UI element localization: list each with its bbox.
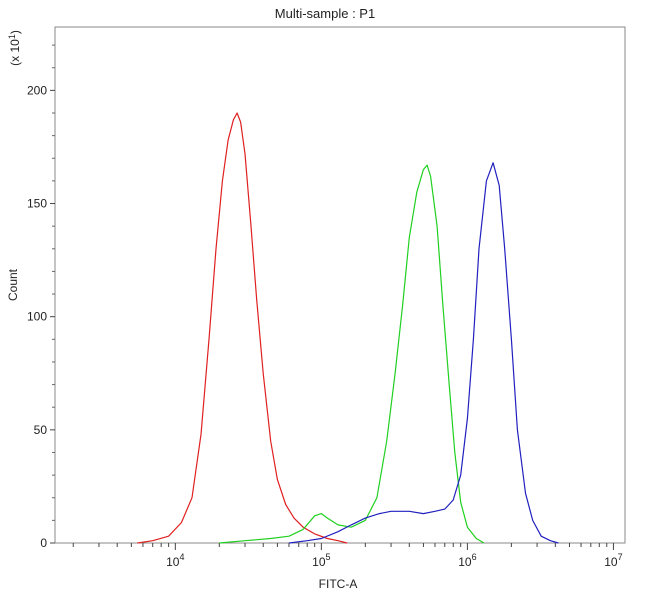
chart-title: Multi-sample : P1: [275, 6, 375, 21]
plot-frame: [54, 26, 626, 544]
x-tick-label: 107: [604, 552, 622, 569]
y-ticks: 0 50 100 150 200: [27, 44, 55, 550]
x-ticks: 104 105 106 107: [72, 543, 623, 569]
series-line-2: [219, 164, 485, 544]
y-tick-label: 50: [34, 423, 48, 437]
y-tick-label: 0: [40, 536, 47, 550]
y-axis-label: Count: [6, 268, 20, 301]
y-tick-label: 100: [27, 310, 47, 324]
series-line-3: [288, 162, 559, 544]
x-axis-label: FITC-A: [319, 577, 358, 591]
series-line-1: [137, 112, 348, 544]
y-tick-label: 150: [27, 197, 47, 211]
series-layer: [137, 112, 559, 544]
x-tick-label: 104: [166, 552, 184, 569]
x-tick-label: 105: [312, 552, 330, 569]
y-multiplier-label: (x 101): [7, 30, 22, 66]
x-tick-label: 106: [458, 552, 476, 569]
y-tick-label: 200: [27, 83, 47, 97]
